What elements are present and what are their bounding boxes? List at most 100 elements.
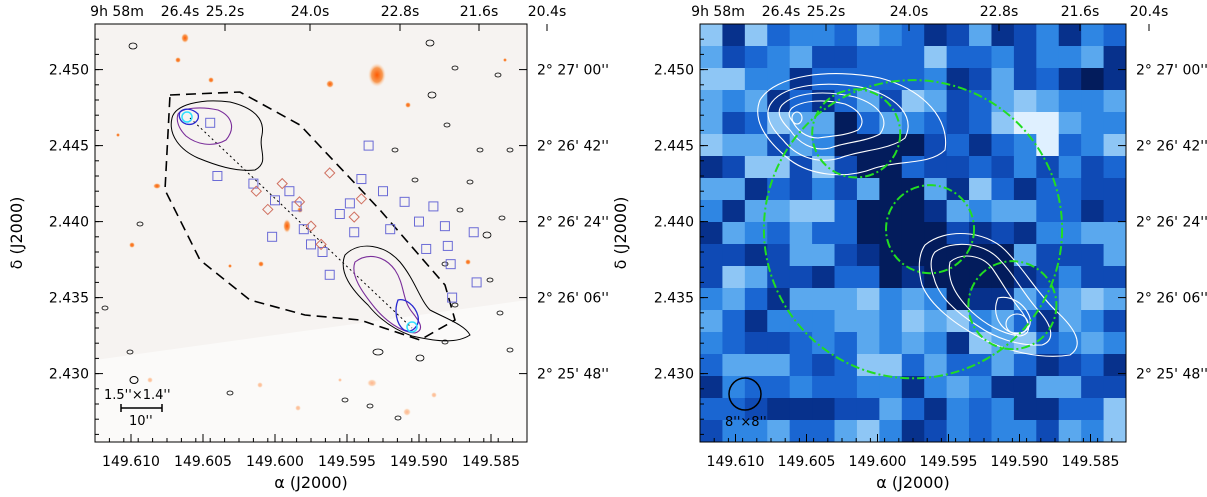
map-pixel xyxy=(879,354,903,377)
radio-contour-ne-inner xyxy=(176,107,233,145)
noise-contour xyxy=(506,147,514,153)
blue-square xyxy=(298,224,309,235)
blue-square xyxy=(248,178,259,189)
right-tick-label: 2° 26' 42'' xyxy=(537,139,609,155)
right-tick-label: 2° 26' 24'' xyxy=(1136,215,1207,231)
top-tick-label: 24.0s xyxy=(291,4,329,20)
noise-contour xyxy=(476,147,484,153)
map-pixel xyxy=(856,134,880,157)
map-pixel xyxy=(946,46,970,69)
map-pixel xyxy=(1081,398,1105,421)
y-tick-label: 2.440 xyxy=(49,215,89,231)
noise-contour xyxy=(456,207,464,213)
map-pixel xyxy=(1103,46,1126,69)
map-pixel xyxy=(1081,200,1105,223)
map-pixel xyxy=(700,24,723,47)
map-pixel xyxy=(834,310,858,333)
blue-square xyxy=(447,292,458,303)
galaxy xyxy=(181,33,189,43)
aperture-circles xyxy=(762,79,1064,380)
noise-contour xyxy=(443,122,451,128)
map-pixel xyxy=(1013,68,1037,91)
map-pixel xyxy=(879,112,903,135)
map-pixel xyxy=(789,24,813,47)
map-pixel xyxy=(1081,420,1105,442)
map-pixel xyxy=(789,46,813,69)
map-pixel xyxy=(1036,200,1060,223)
map-pixel xyxy=(789,398,813,421)
noise-contour xyxy=(496,310,504,316)
y-axis-label: δ (J2000) xyxy=(611,197,630,270)
map-pixel xyxy=(991,24,1015,47)
map-pixel xyxy=(834,200,858,223)
radio-contour-sw-inner xyxy=(395,299,419,332)
map-pixel xyxy=(969,112,992,135)
map-pixel xyxy=(722,200,746,223)
galaxy xyxy=(297,207,303,213)
map-pixel xyxy=(722,244,746,267)
map-pixel xyxy=(1036,134,1060,157)
map-pixel xyxy=(991,310,1015,333)
right-tick-label: 2° 25' 48'' xyxy=(537,367,609,383)
map-pixel xyxy=(969,398,992,421)
map-pixel xyxy=(722,134,746,157)
blue-square xyxy=(399,196,410,207)
blue-square-markers xyxy=(205,117,482,303)
pixel-map xyxy=(700,24,1126,442)
map-pixel xyxy=(812,134,836,157)
map-pixel xyxy=(812,398,836,421)
map-pixel xyxy=(722,332,746,355)
red-diamond xyxy=(276,177,288,190)
map-pixel xyxy=(901,156,925,179)
map-pixel xyxy=(856,420,880,442)
map-pixel xyxy=(700,134,723,157)
map-pixel xyxy=(924,156,948,179)
map-pixel xyxy=(1058,354,1082,377)
map-pixel xyxy=(856,156,880,179)
map-pixel xyxy=(901,90,925,113)
map-pixel xyxy=(924,354,948,377)
y-tick-label: 2.435 xyxy=(49,291,89,307)
map-pixel xyxy=(1058,310,1082,333)
map-pixel xyxy=(812,222,836,245)
map-pixel xyxy=(856,332,880,355)
map-pixel xyxy=(879,310,903,333)
map-pixel xyxy=(1081,178,1105,201)
blue-square xyxy=(324,269,335,280)
right-tick-label: 2° 27' 00'' xyxy=(537,63,609,79)
map-pixel xyxy=(834,288,858,311)
map-pixel xyxy=(1013,244,1037,267)
map-pixel xyxy=(1058,288,1082,311)
map-pixel xyxy=(1013,200,1037,223)
map-pixel xyxy=(1081,288,1105,311)
map-pixel xyxy=(812,178,836,201)
map-pixel xyxy=(722,112,746,135)
map-pixel xyxy=(744,420,768,442)
map-pixel xyxy=(812,376,836,399)
map-pixel xyxy=(767,420,791,442)
map-pixel xyxy=(1013,266,1037,289)
map-pixel xyxy=(1013,398,1037,421)
aperture-small xyxy=(885,184,976,275)
map-pixel xyxy=(991,266,1015,289)
map-pixel xyxy=(879,90,903,113)
map-pixel xyxy=(924,24,948,47)
radio-contour-sw-outer xyxy=(342,245,471,342)
galaxy xyxy=(405,102,411,108)
map-pixel xyxy=(767,90,791,113)
x-tick-label: 149.605 xyxy=(778,454,836,470)
y-tick-label: 2.445 xyxy=(49,139,89,155)
red-diamond xyxy=(262,203,274,216)
map-pixel xyxy=(991,398,1015,421)
map-pixel xyxy=(991,288,1015,311)
map-pixel xyxy=(767,332,791,355)
blue-square xyxy=(267,231,278,242)
red-diamond xyxy=(250,185,262,197)
map-pixel xyxy=(879,156,903,179)
map-pixel xyxy=(879,24,903,47)
map-pixel xyxy=(969,46,992,69)
map-pixel xyxy=(856,24,880,47)
map-pixel xyxy=(1058,178,1082,201)
map-pixel xyxy=(969,420,992,442)
